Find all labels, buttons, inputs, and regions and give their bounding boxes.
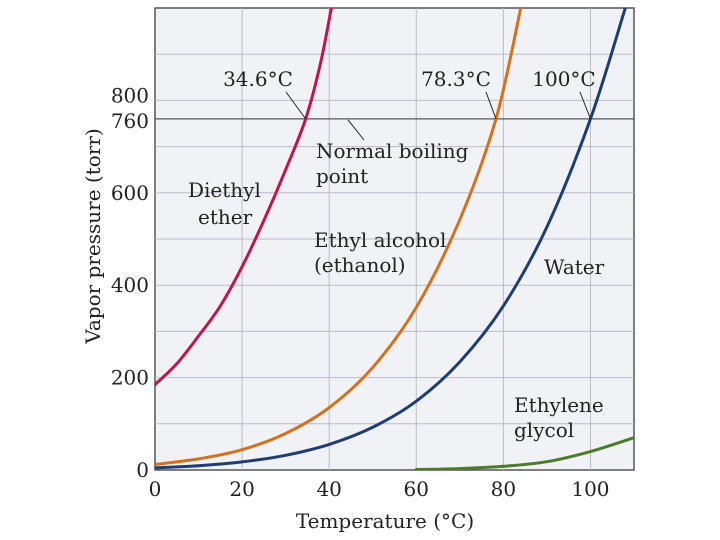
series-label-2-line1: Water	[544, 255, 605, 279]
normal-boiling-point-label-line2: point	[316, 164, 368, 188]
series-line-3	[414, 436, 634, 470]
normal-boiling-point-label-line1: Normal boiling	[316, 139, 469, 163]
series-label-3-line1: Ethylene	[514, 393, 604, 417]
boiling-point-leader-2	[579, 91, 591, 120]
boiling-point-label-2: 100°C	[532, 67, 595, 91]
x-axis-title: Temperature (°C)	[296, 509, 474, 533]
boiling-point-leader-0	[285, 91, 307, 120]
y-tick-label: 400	[111, 273, 149, 297]
x-tick-label: 20	[229, 477, 254, 501]
y-tick-label: 800	[111, 83, 149, 107]
x-tick-label: 40	[316, 477, 341, 501]
boiling-point-label-0: 34.6°C	[223, 67, 293, 91]
y-tick-label: 200	[111, 366, 149, 390]
series-label-0-line1: Diethyl	[188, 178, 261, 202]
normal-boiling-point-leader	[347, 119, 365, 141]
series-label-1-line2: (ethanol)	[314, 253, 406, 277]
x-tick-label: 100	[571, 477, 609, 501]
y-tick-label: 0	[136, 458, 149, 482]
series-label-0-line2: ether	[198, 205, 253, 229]
y-axis-title: Vapor pressure (torr)	[81, 128, 105, 344]
y-tick-label: 600	[111, 181, 149, 205]
boiling-point-leader-1	[485, 91, 497, 120]
series-line-1	[155, 8, 523, 466]
series-line-0	[155, 8, 333, 387]
y-tick-label: 760	[111, 109, 149, 133]
x-tick-label: 60	[404, 477, 429, 501]
boiling-point-label-1: 78.3°C	[421, 67, 491, 91]
series-label-3-line2: glycol	[514, 418, 574, 442]
x-tick-label: 0	[149, 477, 162, 501]
x-tick-label: 80	[491, 477, 516, 501]
series-label-1-line1: Ethyl alcohol	[314, 228, 446, 252]
series-line-2	[155, 8, 627, 470]
